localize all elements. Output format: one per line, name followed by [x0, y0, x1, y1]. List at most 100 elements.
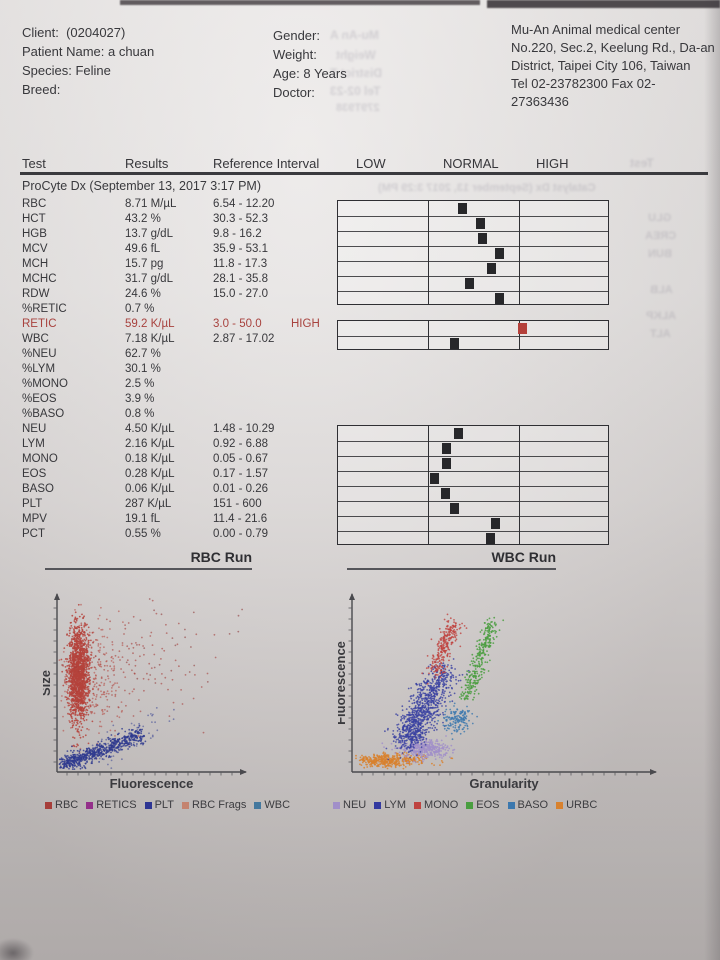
- table-row: BASO 0.06 K/µL 0.01 - 0.26: [0, 483, 720, 498]
- scatter-cluster-EOS: [458, 616, 505, 701]
- result-value: 24.6 %: [125, 288, 161, 300]
- test-name: MCV: [22, 243, 48, 255]
- result-value: 287 K/µL: [125, 498, 172, 510]
- reference-interval: 30.3 - 52.3: [213, 213, 268, 225]
- legend-label: LYM: [384, 799, 407, 811]
- range-marker: [465, 278, 475, 289]
- result-value: 0.28 K/µL: [125, 468, 175, 480]
- test-name: MPV: [22, 513, 47, 525]
- legend-swatch: [144, 801, 152, 809]
- range-row-divider: [338, 501, 608, 502]
- table-row: HGB 13.7 g/dL 9.8 - 16.2: [0, 228, 720, 243]
- rbc-run-title: RBC Run: [190, 549, 252, 565]
- scatter-cluster-RBC-halo: [58, 603, 134, 760]
- reference-interval: 0.00 - 0.79: [213, 528, 268, 540]
- photo-top-edge-left: [120, 0, 480, 5]
- legend-swatch: [86, 801, 94, 809]
- legend-item: EOS: [466, 799, 500, 811]
- range-marker: [430, 473, 440, 484]
- weight-line: Weight:: [273, 47, 317, 62]
- reference-interval: 11.8 - 17.3: [213, 258, 268, 270]
- reference-interval: 15.0 - 27.0: [213, 288, 268, 300]
- range-row-divider: [338, 486, 608, 487]
- reference-interval: 6.54 - 12.20: [213, 198, 275, 210]
- result-value: 0.18 K/µL: [125, 453, 175, 465]
- reference-interval: 28.1 - 35.8: [213, 273, 268, 285]
- range-column-divider: [428, 201, 430, 304]
- test-name: PCT: [22, 528, 45, 540]
- table-row: %BASO 0.8 %: [0, 408, 720, 423]
- result-value: 31.7 g/dL: [125, 273, 173, 285]
- result-value: 0.8 %: [125, 408, 155, 420]
- reference-interval: 3.0 - 50.0: [213, 318, 262, 330]
- result-value: 2.5 %: [125, 378, 155, 390]
- ghost-text: Weight: [336, 48, 376, 62]
- range-column-divider: [428, 426, 430, 544]
- table-row: LYM 2.16 K/µL 0.92 - 6.88: [0, 438, 720, 453]
- rbc-run-legend: RBC RETICS PLT RBC Frags WBC: [45, 799, 290, 811]
- table-row: WBC 7.18 K/µL 2.87 - 17.02: [0, 333, 720, 348]
- test-name: RETIC: [22, 318, 57, 330]
- x-axis-label: Fluorescence: [110, 776, 194, 791]
- scatter-cluster-PLT-sparse: [91, 707, 175, 769]
- reference-interval: 0.05 - 0.67: [213, 453, 268, 465]
- result-value: 43.2 %: [125, 213, 161, 225]
- test-name: %NEU: [22, 348, 57, 360]
- scatter-cluster-NEU: [381, 735, 456, 764]
- legend-label: EOS: [476, 799, 500, 811]
- range-row-divider: [338, 336, 608, 337]
- legend-swatch: [45, 801, 52, 809]
- result-value: 13.7 g/dL: [125, 228, 173, 240]
- test-name: EOS: [22, 468, 47, 480]
- col-header-results: Results: [125, 156, 169, 171]
- clinic-line: Tel 02-23782300 Fax 02-: [511, 76, 656, 91]
- analyzer-section-title: ProCyte Dx (September 13, 2017 3:17 PM): [22, 179, 262, 193]
- legend-label: MONO: [424, 799, 459, 811]
- reference-interval: 0.92 - 6.88: [213, 438, 268, 450]
- legend-label: RETICS: [96, 799, 137, 811]
- range-marker: [494, 293, 504, 304]
- range-row-divider: [338, 231, 608, 232]
- legend-label: PLT: [154, 799, 174, 811]
- doctor-line: Doctor:: [273, 85, 315, 100]
- ghost-text: 279T938: [336, 102, 380, 114]
- wbc-run-underline: [347, 568, 556, 570]
- range-row-divider: [338, 216, 608, 217]
- table-row: RBC 8.71 M/µL 6.54 - 12.20: [0, 198, 720, 213]
- test-name: MCHC: [22, 273, 57, 285]
- age-line: Age: 8 Years: [273, 66, 347, 81]
- range-column-divider: [428, 321, 430, 349]
- wbc-run-legend: NEU LYM MONO EOS BASO URBC: [333, 799, 597, 811]
- x-axis-label: Granularity: [469, 776, 539, 791]
- legend-item: MONO: [414, 799, 458, 811]
- table-row: MCHC 31.7 g/dL 28.1 - 35.8: [0, 273, 720, 288]
- result-value: 15.7 pg: [125, 258, 164, 270]
- range-row-divider: [338, 531, 608, 532]
- range-marker: [517, 323, 527, 334]
- legend-label: URBC: [566, 799, 598, 811]
- legend-swatch: [414, 801, 422, 809]
- reference-interval: 0.17 - 1.57: [213, 468, 268, 480]
- axes: [348, 593, 657, 776]
- test-name: %MONO: [22, 378, 68, 390]
- range-column-divider: [518, 426, 520, 544]
- test-name: %BASO: [22, 408, 65, 420]
- scatter-cluster-PLT-streak: [58, 725, 147, 770]
- result-value: 59.2 K/µL: [125, 318, 175, 330]
- test-name: HGB: [22, 228, 47, 240]
- clinic-line: Mu-An Animal medical center: [511, 22, 681, 37]
- legend-item: PLT: [144, 799, 174, 811]
- result-value: 3.9 %: [125, 393, 155, 405]
- table-row: PCT 0.55 % 0.00 - 0.79: [0, 528, 720, 543]
- range-marker: [457, 203, 467, 214]
- legend-item: RBC: [45, 799, 78, 811]
- range-marker: [450, 503, 460, 514]
- range-column-divider: [518, 201, 520, 304]
- range-row-divider: [338, 291, 608, 292]
- y-axis-label: Size: [43, 670, 53, 696]
- table-row: %NEU 62.7 %: [0, 348, 720, 363]
- legend-item: WBC: [254, 799, 290, 811]
- test-name: MCH: [22, 258, 49, 270]
- col-header-reference: Reference Interval: [213, 156, 320, 171]
